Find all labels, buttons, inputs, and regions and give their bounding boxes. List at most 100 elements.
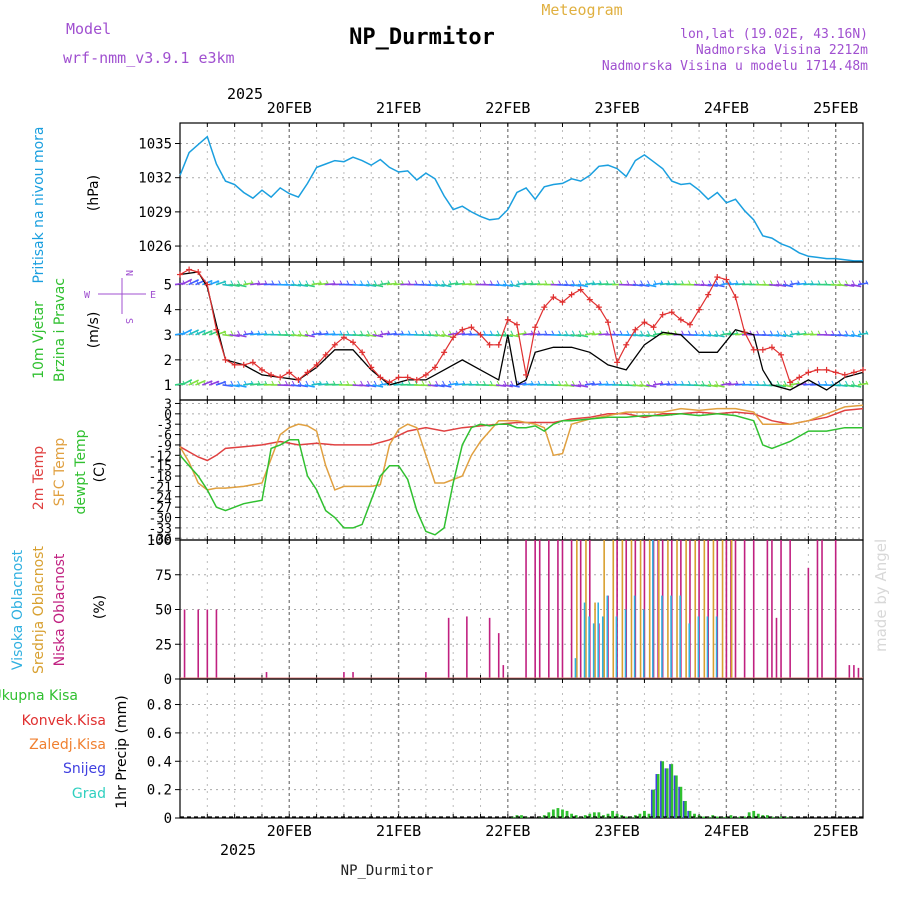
wind-barb: [858, 333, 868, 335]
wind-barb-tick: [784, 331, 786, 335]
wind-barb-tick: [647, 381, 649, 385]
precip-total-bar: [625, 817, 628, 818]
wind-ylabel1: 10m Vjetar: [31, 301, 47, 379]
panel-frame: [180, 679, 863, 818]
wind-barb-tick: [852, 381, 854, 385]
wind-barb-tick: [436, 381, 438, 385]
precip-frozen-label: Zaledj.Kisa: [29, 737, 106, 753]
y-tick-label: 1: [164, 378, 172, 394]
y-tick-label: 50: [155, 603, 172, 619]
wind-barb-tick: [443, 281, 445, 285]
y-tick-label: 25: [155, 637, 172, 653]
y-tick-label: 1035: [138, 137, 172, 153]
y-tick-label: 1032: [138, 171, 172, 187]
compass-w: W: [84, 290, 91, 301]
y-tick-label: 0.4: [147, 754, 172, 770]
y-tick-label: 0.6: [147, 726, 172, 742]
wind-barb-tick: [641, 381, 643, 385]
precip-total-bar: [675, 775, 678, 818]
wind-barb-tick: [504, 281, 506, 285]
wind-barb-tick: [511, 281, 513, 285]
precip-total-bar: [670, 764, 673, 818]
precip-panel: 00.20.40.60.8: [147, 679, 863, 827]
precip-total-bar: [611, 811, 614, 818]
wind-barb-tick: [579, 281, 581, 285]
wind-barb-tick: [238, 381, 240, 385]
cloud-mid-label: Srednja Oblacnost: [31, 546, 47, 674]
precip-total-bar: [666, 768, 669, 818]
day-label-bottom: 21FEB: [376, 822, 421, 840]
temperature-panel: 30-3-6-9-12-15-18-21-24-27-30-33-36: [149, 397, 863, 547]
y-tick-label: 75: [155, 568, 172, 584]
compass-n: N: [123, 270, 134, 276]
day-label-bottom: 23FEB: [595, 822, 640, 840]
wind-speed-line: [180, 270, 863, 383]
precip-snow-bar: [674, 775, 676, 818]
tsfc-line: [180, 405, 863, 490]
footer-title: NP_Durmitor: [341, 863, 434, 879]
cloud-unit: (%): [92, 595, 108, 619]
y-tick-label: 4: [164, 303, 172, 319]
wind-barb-tick: [852, 331, 854, 335]
wind-barb-tick: [443, 381, 445, 385]
dewpt-line: [180, 414, 863, 535]
wind-barb-tick: [777, 381, 779, 385]
wind-barb-tick: [299, 381, 301, 385]
day-label-bottom: 24FEB: [704, 822, 749, 840]
y-tick-label: 5: [164, 278, 172, 294]
watermark: made by Angel: [872, 539, 890, 652]
wind-barb-tick: [443, 331, 445, 335]
wind-barb-tick: [511, 331, 513, 335]
temp-2m-label: 2m Temp: [31, 446, 47, 510]
precip-snow-bar: [660, 761, 662, 818]
wind-barb-tick: [367, 281, 369, 285]
y-tick-label: 3: [164, 328, 172, 344]
wind-barb-tick: [641, 331, 643, 335]
precip-total-bar: [679, 787, 682, 818]
wind-barb-tick: [436, 331, 438, 335]
meteogram-label: Meteogram: [541, 1, 622, 19]
cloud-low-label: Niska Oblacnost: [52, 553, 68, 666]
wind-barb-tick: [367, 331, 369, 335]
precip-total-bar: [652, 790, 655, 818]
gust-line: [180, 272, 863, 390]
wind-barb-tick: [374, 281, 376, 285]
wind-barb: [858, 383, 868, 385]
pressure-ylabel: Pritisak na nivou mora: [31, 126, 47, 283]
wind-barb-tick: [716, 281, 718, 285]
wind-barb-tick: [299, 281, 301, 285]
wind-ylabel2: Brzina i Pravac: [52, 278, 68, 382]
wind-barb-tick: [846, 281, 848, 285]
wind-barb: [858, 283, 868, 285]
wind-barb-tick: [231, 281, 233, 285]
lonlat-label: lon,lat (19.02E, 43.16N): [680, 27, 868, 42]
day-label-top: 24FEB: [704, 99, 749, 117]
wind-barb-tick: [647, 331, 649, 335]
precip-total-bar: [657, 774, 660, 818]
panel-frame: [180, 262, 863, 400]
wind-unit: (m/s): [86, 312, 102, 349]
wind-barb-tick: [716, 331, 718, 335]
precip-total-bar: [716, 817, 719, 818]
wind-barb-tick: [777, 331, 779, 335]
y-tick-label: 0.2: [147, 783, 172, 799]
wind-barb-tick: [511, 381, 513, 385]
wind-barb-tick: [504, 381, 506, 385]
wind-barb-tick: [572, 381, 574, 385]
day-label-top: 21FEB: [376, 99, 421, 117]
pressure-unit: (hPa): [86, 175, 102, 211]
precip-snow-bar: [651, 790, 653, 818]
y-tick-label: 100: [147, 533, 172, 549]
wind-barb-tick: [306, 381, 308, 385]
precip-snow-bar: [683, 801, 685, 818]
wind-barb-tick: [641, 281, 643, 285]
wind-barb-tick: [579, 381, 581, 385]
day-label-bottom: 20FEB: [267, 822, 312, 840]
wind-barb-tick: [709, 381, 711, 385]
cloud-high-label: Visoka Oblacnost: [10, 549, 26, 670]
page-title: NP_Durmitor: [349, 25, 495, 50]
